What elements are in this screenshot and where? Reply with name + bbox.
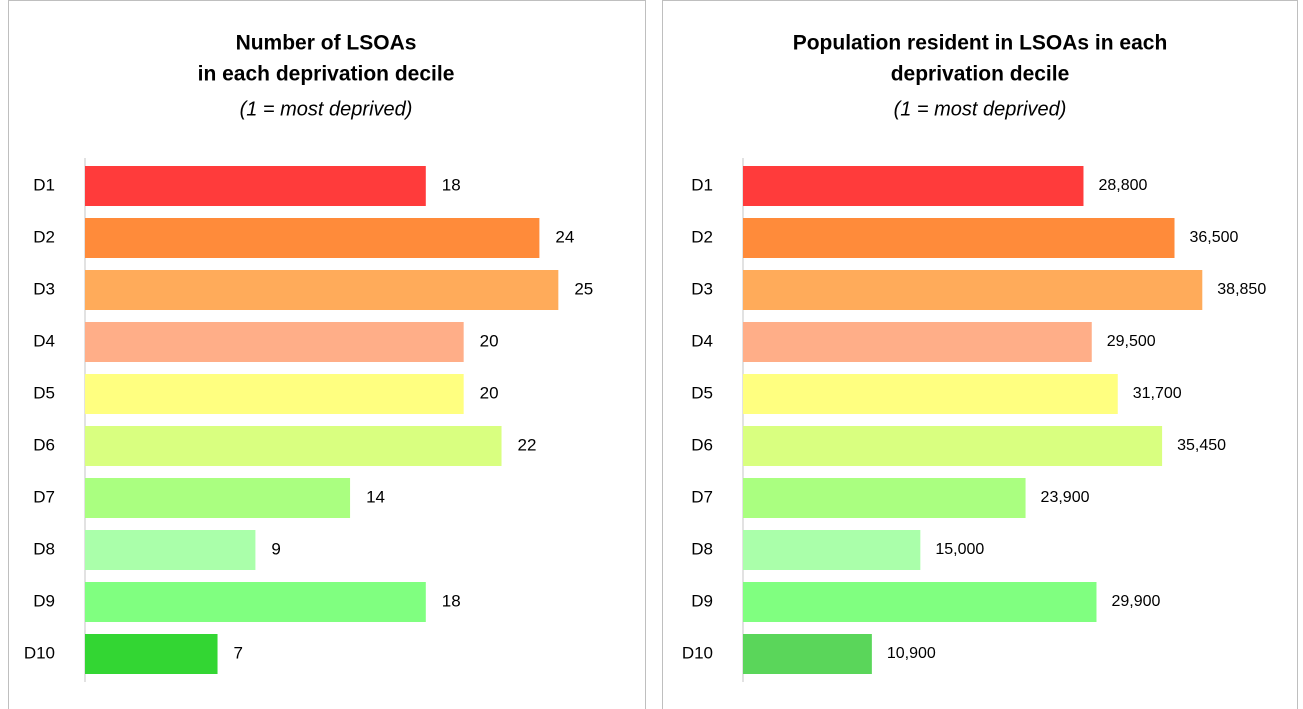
bar [743,582,1097,622]
data-label: 28,800 [1098,177,1147,194]
y-tick-label: D9 [33,591,55,610]
bar [85,634,218,674]
y-tick-label: D7 [691,487,713,506]
data-label: 36,500 [1190,229,1239,246]
data-label: 9 [271,539,280,558]
data-label: 29,900 [1111,593,1160,610]
chart-title: deprivation decile [891,63,1070,86]
y-tick-label: D2 [33,227,55,246]
data-label: 25 [574,279,593,298]
data-label: 38,850 [1217,281,1266,298]
bar [743,270,1203,310]
data-label: 20 [480,331,499,350]
bar [743,218,1175,258]
bar [743,634,872,674]
bar [743,374,1118,414]
bar [85,218,540,258]
y-tick-label: D3 [33,279,55,298]
bar [85,322,464,362]
chart-title: Number of LSOAs [236,32,417,55]
y-tick-label: D1 [691,175,713,194]
data-label: 18 [442,175,461,194]
data-label: 23,900 [1041,489,1090,506]
y-tick-label: D5 [691,383,713,402]
y-tick-label: D7 [33,487,55,506]
bar [743,530,921,570]
data-label: 35,450 [1177,437,1226,454]
y-tick-label: D9 [691,591,713,610]
bar [743,478,1026,518]
data-label: 7 [234,643,243,662]
data-label: 15,000 [935,541,984,558]
chart-title: Population resident in LSOAs in each [793,32,1168,55]
y-tick-label: D8 [691,539,713,558]
bar [743,322,1092,362]
bar [85,582,426,622]
chart-title: in each deprivation decile [198,63,455,86]
data-label: 31,700 [1133,385,1182,402]
y-tick-label: D6 [691,435,713,454]
data-label: 22 [518,435,537,454]
y-tick-label: D6 [33,435,55,454]
data-label: 29,500 [1107,333,1156,350]
chart-subtitle: (1 = most deprived) [240,98,413,120]
y-tick-label: D1 [33,175,55,194]
data-label: 14 [366,487,385,506]
y-tick-label: D5 [33,383,55,402]
data-label: 24 [555,227,574,246]
y-tick-label: D4 [33,331,55,350]
y-tick-label: D10 [682,643,713,662]
y-tick-label: D10 [24,643,55,662]
bar [85,426,502,466]
bar [85,374,464,414]
y-tick-label: D2 [691,227,713,246]
bar [85,478,351,518]
data-label: 18 [442,591,461,610]
bar [85,530,256,570]
data-label: 20 [480,383,499,402]
bar [743,166,1084,206]
y-tick-label: D4 [691,331,713,350]
data-label: 10,900 [887,645,936,662]
bar [85,270,559,310]
y-tick-label: D8 [33,539,55,558]
bar [743,426,1163,466]
bar [85,166,426,206]
y-tick-label: D3 [691,279,713,298]
chart-subtitle: (1 = most deprived) [894,98,1067,120]
